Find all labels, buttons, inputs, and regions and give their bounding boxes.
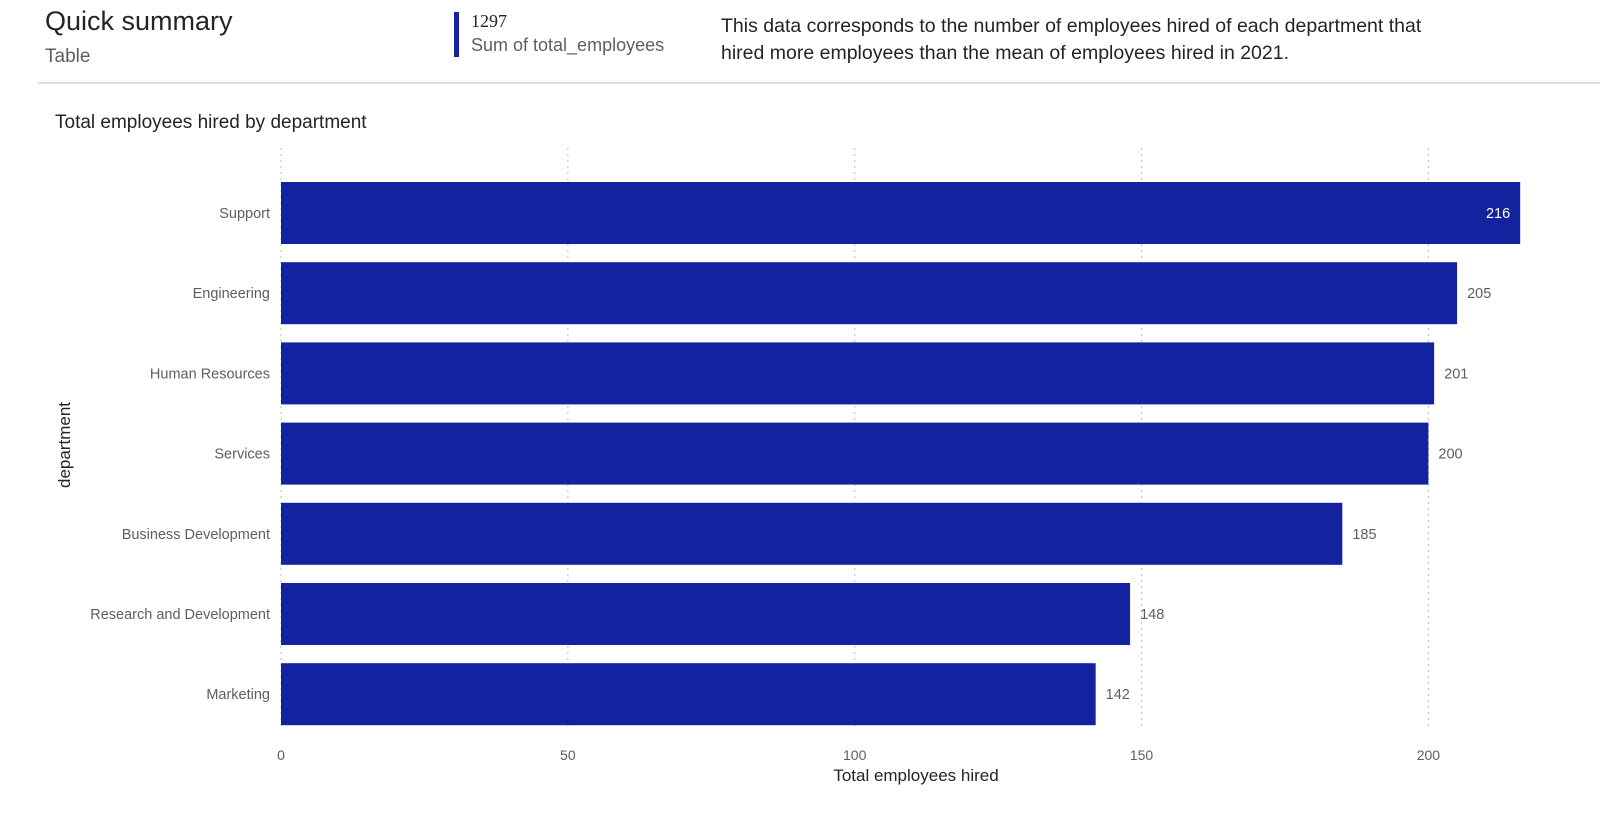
x-tick-label-2: 100 — [843, 747, 867, 763]
x-tick-label-3: 150 — [1130, 747, 1154, 763]
data-label-1: 205 — [1467, 286, 1491, 302]
data-label-5: 148 — [1140, 607, 1164, 623]
kpi-value: 1297 — [471, 11, 507, 31]
bar-6[interactable] — [281, 663, 1096, 726]
data-label-6: 142 — [1106, 687, 1130, 703]
bar-1[interactable] — [281, 262, 1458, 325]
category-label-2: Human Resources — [150, 366, 270, 382]
bar-5[interactable] — [281, 583, 1131, 645]
kpi-accent-bar — [454, 12, 459, 57]
data-label-2: 201 — [1444, 366, 1468, 382]
summary-header: Quick summary Table 1297 Sum of total_em… — [0, 0, 1600, 84]
summary-description: This data corresponds to the number of e… — [721, 15, 1422, 64]
x-tick-label-1: 50 — [560, 747, 576, 763]
x-tick-label-0: 0 — [277, 747, 285, 763]
category-label-0: Support — [219, 206, 270, 222]
header-divider — [38, 82, 1600, 84]
y-axis-label: department — [55, 402, 74, 488]
category-label-6: Marketing — [206, 687, 270, 703]
bar-0[interactable] — [281, 182, 1521, 244]
page-subtitle: Table — [45, 46, 91, 67]
bar-4[interactable] — [281, 502, 1343, 565]
category-label-3: Services — [214, 447, 270, 463]
category-label-5: Research and Development — [90, 607, 270, 623]
bar-chart: 0 50 100 150 200 Support 216 Engineering 205 Huma… — [55, 148, 1521, 785]
chart-title: Total employees hired by department — [55, 112, 367, 133]
page-title: Quick summary — [45, 6, 233, 36]
category-label-4: Business Development — [122, 527, 270, 543]
x-tick-label-4: 200 — [1417, 747, 1441, 763]
data-label-0: 216 — [1486, 206, 1510, 222]
labels: 0 50 100 150 200 Support 216 Engineering 205 Huma… — [90, 206, 1510, 763]
bar-2[interactable] — [281, 342, 1435, 405]
kpi-label: Sum of total_employees — [471, 35, 665, 55]
x-axis-label: Total employees hired — [833, 766, 998, 785]
data-label-3: 200 — [1438, 447, 1462, 463]
category-label-1: Engineering — [193, 286, 270, 302]
data-label-4: 185 — [1352, 527, 1376, 543]
bars — [281, 182, 1521, 726]
bar-3[interactable] — [281, 422, 1429, 485]
gridlines — [280, 148, 1430, 730]
